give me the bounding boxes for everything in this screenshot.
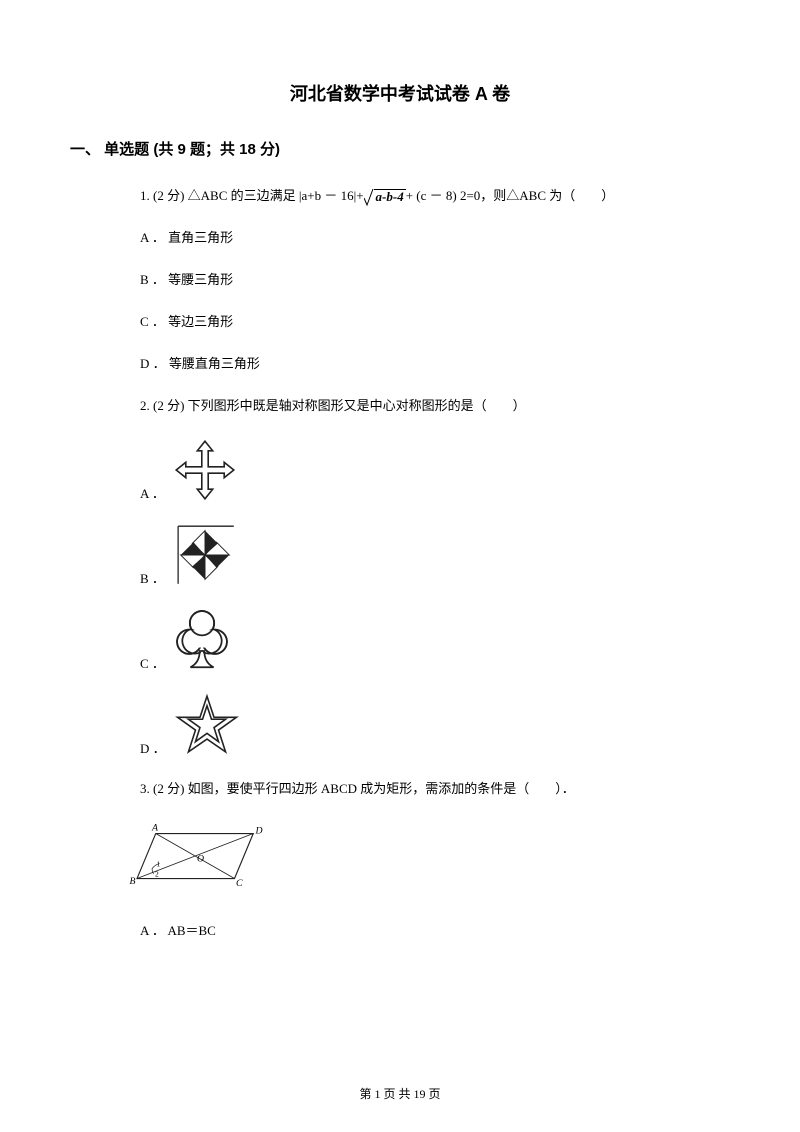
q1-option-c: C ． 等边三角形 [140,311,730,333]
q1-post: + (c － 8) 2=0，则△ABC 为（ ） [406,188,615,203]
arrow-cross-icon [173,438,237,509]
svg-text:1: 1 [157,860,161,869]
club-icon [173,608,231,679]
pinwheel-icon [173,523,237,594]
q2-option-c: C ． [140,608,730,679]
q1-option-b: B ． 等腰三角形 [140,269,730,291]
q1-option-d: D ． 等腰直角三角形 [140,353,730,375]
q1-option-a: A ． 直角三角形 [140,227,730,249]
double-star-icon [174,693,240,764]
svg-text:B: B [130,876,136,887]
q3-text: 3. (2 分) 如图，要使平行四边形 ABCD 成为矩形，需添加的条件是（ ）… [140,778,730,800]
q2-option-b: B ． [140,523,730,594]
exam-title: 河北省数学中考试试卷 A 卷 [70,80,730,106]
q3-figure: A D B C O 1 2 [122,820,730,902]
q2-option-a: A ． [140,438,730,509]
q1-pre: 1. (2 分) △ABC 的三边满足 |a+b － 16|+ [140,188,364,203]
q2-label-a: A ． [140,483,165,509]
svg-text:2: 2 [155,869,159,878]
page-footer: 第 1 页 共 19 页 [0,1085,800,1102]
parallelogram-diagram: A D B C O 1 2 [122,820,272,902]
questions-block: 1. (2 分) △ABC 的三边满足 |a+b － 16|+ a-b-4+ (c… [140,185,730,942]
svg-text:C: C [236,878,243,889]
page-container: 河北省数学中考试试卷 A 卷 一、 单选题 (共 9 题；共 18 分) 1. … [0,0,800,982]
q2-label-c: C ． [140,653,165,679]
q2-label-b: B ． [140,568,165,594]
svg-text:D: D [255,826,263,837]
section-heading: 一、 单选题 (共 9 题；共 18 分) [70,138,730,159]
q2-option-d: D ． [140,693,730,764]
svg-text:O: O [197,853,204,864]
q2-text: 2. (2 分) 下列图形中既是轴对称图形又是中心对称图形的是（ ） [140,395,730,417]
q1-text: 1. (2 分) △ABC 的三边满足 |a+b － 16|+ a-b-4+ (c… [140,185,730,207]
sqrt-content: a-b-4 [374,189,406,204]
svg-text:A: A [151,823,158,834]
q3-option-a: A ． AB＝BC [140,920,730,942]
q2-label-d: D ． [140,738,166,764]
sqrt-radical: a-b-4 [364,188,406,206]
